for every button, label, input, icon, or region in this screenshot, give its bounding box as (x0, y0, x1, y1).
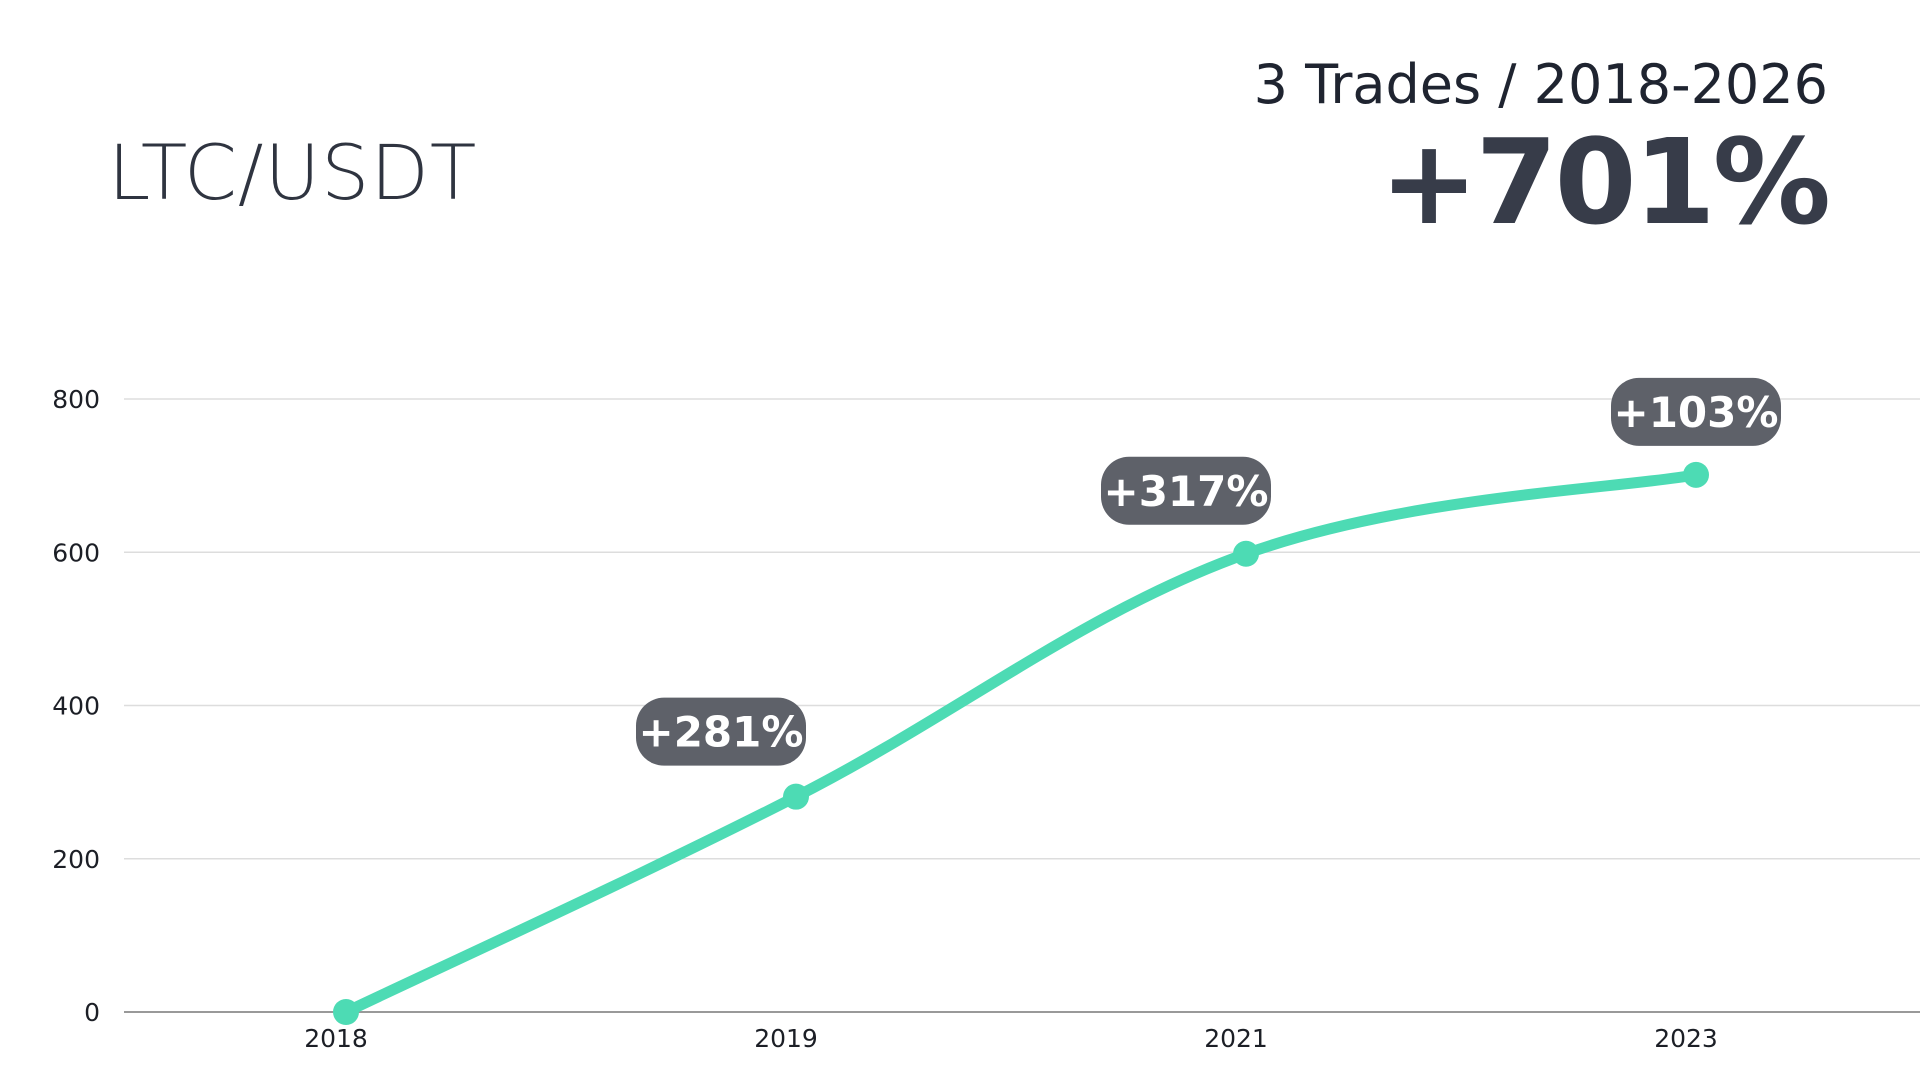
x-tick-label: 2023 (1654, 1024, 1718, 1053)
y-tick-label: 200 (52, 845, 100, 874)
y-axis-ticks: 0 200 400 600 800 (52, 385, 100, 1027)
return-badge-label: +281% (639, 708, 804, 757)
data-point (1233, 540, 1259, 567)
trades-summary: 3 Trades / 2018-2026 (1253, 53, 1828, 116)
series-line-layer (340, 469, 1702, 1018)
return-badge (1611, 377, 1781, 446)
summary-block: 3 Trades / 2018-2026 +701% (1253, 50, 1831, 251)
y-tick-label: 400 (52, 692, 100, 721)
y-tick-label: 0 (84, 998, 100, 1027)
series-line (340, 469, 1702, 1018)
x-tick-label: 2021 (1204, 1024, 1268, 1053)
point-badges: +281% +317% +103% (636, 377, 1781, 766)
x-tick-label: 2019 (754, 1024, 818, 1053)
data-point (1683, 461, 1709, 488)
y-tick-label: 600 (52, 538, 100, 567)
grid-layer (124, 398, 1920, 1013)
x-axis-ticks: 2018 2019 2021 2023 (304, 1024, 1718, 1053)
return-badge (1101, 456, 1271, 525)
y-tick-label: 800 (52, 385, 100, 414)
data-points (333, 461, 1709, 1025)
pair-title: LTC/USDT (108, 128, 478, 217)
return-badge-label: +317% (1104, 467, 1269, 516)
data-point (783, 783, 809, 810)
return-badge (636, 697, 806, 766)
data-point (333, 999, 359, 1025)
x-tick-label: 2018 (304, 1024, 368, 1053)
total-return: +701% (1379, 113, 1831, 251)
return-badge-label: +103% (1614, 388, 1779, 437)
